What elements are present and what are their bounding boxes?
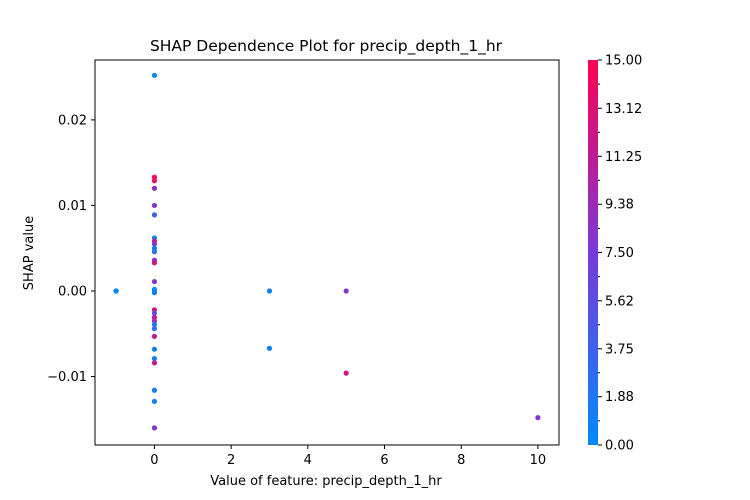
scatter-point <box>151 290 158 296</box>
scatter-point <box>343 370 349 376</box>
colorbar-tick-label: 7.50 <box>605 246 634 261</box>
y-tick-label: 0.02 <box>58 113 87 128</box>
scatter-point <box>113 288 119 294</box>
x-axis-label: Value of feature: precip_depth_1_hr <box>210 474 442 489</box>
colorbar-tick-label: 13.12 <box>605 102 642 117</box>
y-axis-ticks: −0.01 0.00 0.01 0.02 <box>47 113 95 385</box>
colorbar-tick-label: 11.25 <box>605 150 642 165</box>
scatter-point <box>151 178 158 184</box>
colorbar-tick-label: 0.00 <box>605 439 634 454</box>
chart-title: SHAP Dependence Plot for precip_depth_1_… <box>150 37 503 56</box>
scatter-point <box>151 355 158 362</box>
scatter-point <box>151 241 158 247</box>
scatter-point <box>151 278 158 285</box>
scatter-point <box>266 288 273 294</box>
scatter-point <box>151 387 158 393</box>
scatter-point <box>151 326 158 332</box>
scatter-point <box>151 202 158 209</box>
scatter-point <box>151 425 158 431</box>
scatter-point <box>151 360 158 366</box>
colorbar-tick-label: 5.62 <box>605 294 634 309</box>
scatter-point <box>151 185 158 191</box>
scatter-point <box>535 415 541 421</box>
colorbar-tick-label: 1.88 <box>605 390 634 405</box>
scatter-point <box>151 72 158 78</box>
plot-frame <box>94 59 560 446</box>
scatter-point <box>151 321 158 327</box>
colorbar-tick-label: 9.38 <box>605 198 634 213</box>
x-tick-label: 0 <box>150 453 158 468</box>
colorbar <box>588 60 598 445</box>
scatter-point <box>151 398 158 404</box>
y-tick-label: −0.01 <box>47 370 87 385</box>
x-axis-ticks: 0 2 4 6 8 10 <box>150 445 546 468</box>
colorbar-tick-label: 15.00 <box>605 54 642 69</box>
colorbar-tick-label: 3.75 <box>605 342 634 357</box>
x-tick-label: 6 <box>380 453 388 468</box>
scatter-point <box>151 310 158 316</box>
x-tick-label: 4 <box>304 453 312 468</box>
x-tick-label: 10 <box>530 453 547 468</box>
y-axis-label: SHAP value <box>22 216 37 290</box>
y-tick-label: 0.00 <box>58 285 87 300</box>
x-tick-label: 2 <box>227 453 235 468</box>
scatter-point <box>266 345 273 351</box>
scatter-point <box>151 260 158 266</box>
scatter-point <box>151 346 158 352</box>
colorbar-ticks: 0.00 1.88 3.75 5.62 7.50 9.38 11.25 13.12 15.00 <box>598 54 642 454</box>
scatter-points <box>113 72 541 431</box>
scatter-point <box>151 249 158 255</box>
y-tick-label: 0.01 <box>58 199 87 214</box>
scatter-point <box>151 333 158 339</box>
scatter-point <box>151 212 158 218</box>
scatter-point <box>343 288 349 294</box>
x-tick-label: 8 <box>457 453 465 468</box>
